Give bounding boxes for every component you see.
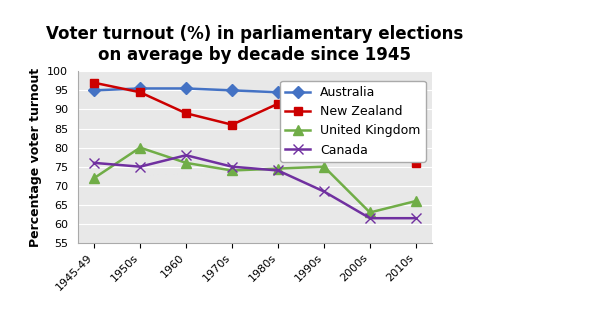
Legend: Australia, New Zealand, United Kingdom, Canada: Australia, New Zealand, United Kingdom, … <box>280 81 426 162</box>
Line: United Kingdom: United Kingdom <box>89 143 421 217</box>
United Kingdom <box>91 176 98 180</box>
New Zealand <box>91 81 98 85</box>
New Zealand <box>274 102 281 106</box>
Australia <box>182 87 190 90</box>
New Zealand <box>367 149 374 153</box>
Canada <box>367 216 374 220</box>
Line: Canada: Canada <box>89 150 421 223</box>
New Zealand <box>136 90 143 94</box>
Australia <box>367 90 374 94</box>
New Zealand <box>320 123 328 127</box>
New Zealand <box>229 123 236 127</box>
United Kingdom <box>367 211 374 214</box>
Australia <box>412 96 419 100</box>
United Kingdom <box>182 161 190 165</box>
United Kingdom <box>229 168 236 172</box>
Canada <box>274 168 281 172</box>
New Zealand <box>182 111 190 115</box>
Canada <box>136 165 143 168</box>
Australia <box>320 87 328 90</box>
United Kingdom <box>412 199 419 203</box>
United Kingdom <box>274 167 281 170</box>
Y-axis label: Percentage voter turnout: Percentage voter turnout <box>29 68 42 247</box>
Canada <box>320 190 328 193</box>
United Kingdom <box>136 146 143 150</box>
Canada <box>182 153 190 157</box>
Australia <box>229 88 236 92</box>
Australia <box>274 90 281 94</box>
Line: New Zealand: New Zealand <box>90 78 420 167</box>
Australia <box>91 88 98 92</box>
Line: Australia: Australia <box>90 84 420 102</box>
Canada <box>91 161 98 165</box>
Title: Voter turnout (%) in parliamentary elections
on average by decade since 1945: Voter turnout (%) in parliamentary elect… <box>46 25 464 64</box>
Canada <box>229 165 236 168</box>
Australia <box>136 87 143 90</box>
United Kingdom <box>320 165 328 168</box>
New Zealand <box>412 161 419 165</box>
Canada <box>412 216 419 220</box>
